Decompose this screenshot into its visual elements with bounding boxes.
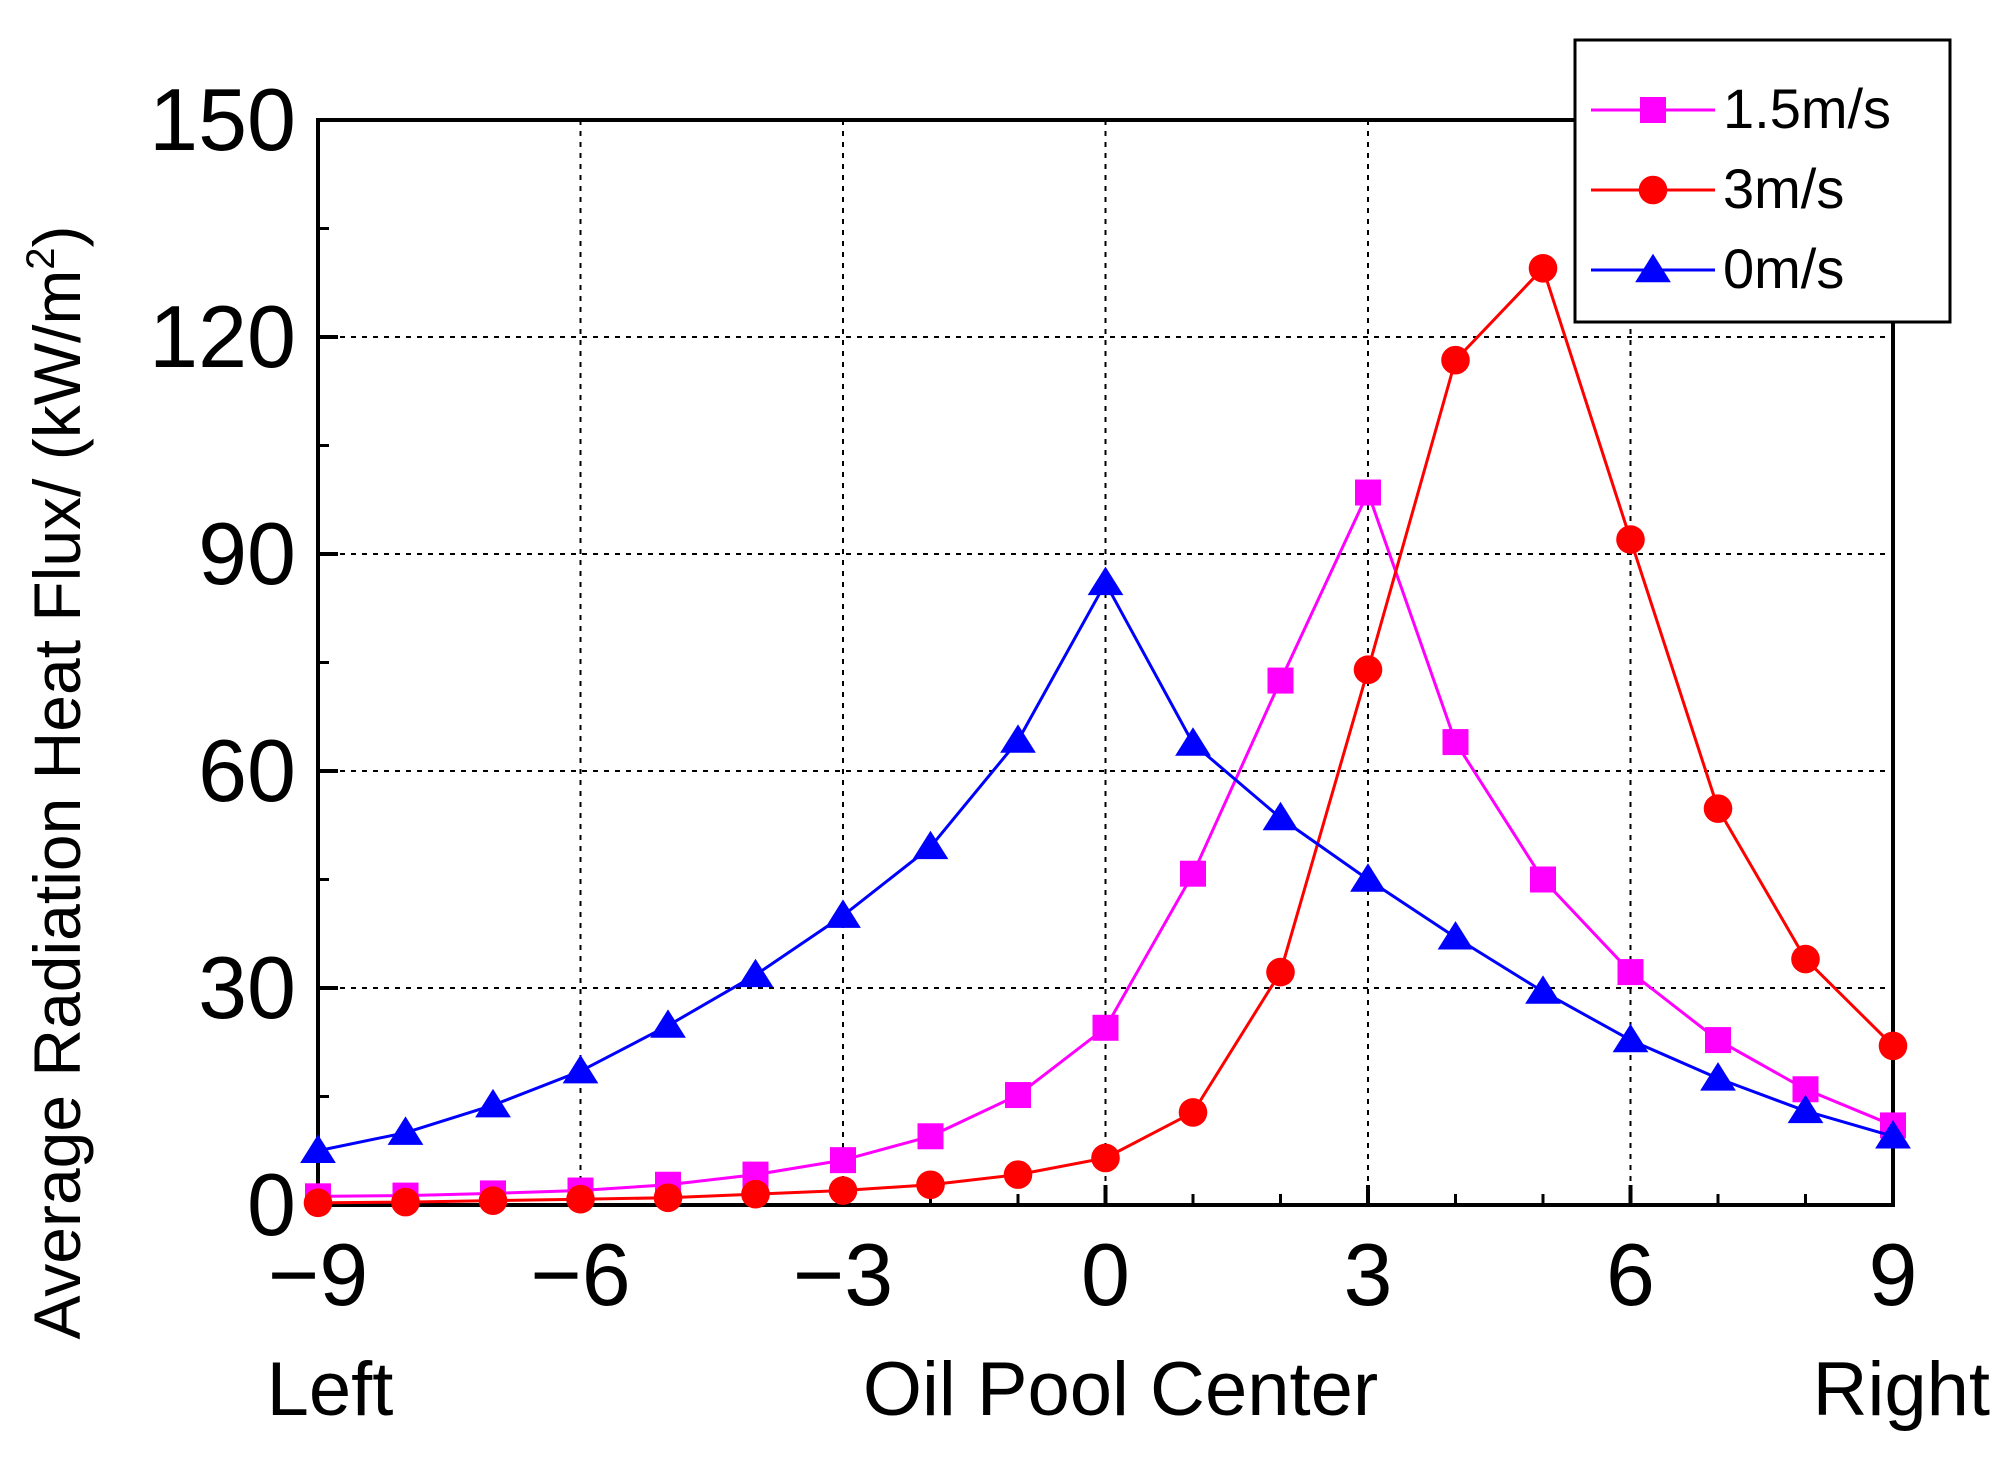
x-tick-label: 3: [1344, 1225, 1393, 1324]
data-point: [562, 1054, 599, 1084]
data-point: [478, 1186, 508, 1215]
data-point: [1355, 479, 1381, 506]
series-0m-s: [300, 566, 1911, 1163]
data-point: [1441, 345, 1470, 375]
data-point: [1525, 975, 1561, 1004]
data-point: [1705, 1027, 1731, 1054]
y-tick-label: 60: [198, 721, 296, 820]
data-point: [1878, 1031, 1908, 1061]
data-point: [391, 1187, 420, 1217]
series-3m-s: [303, 253, 1908, 1218]
legend-item: 1.5m/s: [1591, 77, 1891, 140]
data-point: [830, 1147, 856, 1174]
data-point: [300, 1134, 336, 1163]
data-point: [1617, 959, 1644, 986]
x-label-left: Left: [267, 1347, 394, 1432]
data-point: [303, 1188, 333, 1218]
data-point: [653, 1183, 683, 1213]
legend-marker: [1638, 175, 1668, 205]
data-point: [387, 1116, 424, 1145]
x-tick-label: 6: [1606, 1225, 1655, 1324]
y-tick-label: 150: [149, 70, 296, 169]
x-label-right: Right: [1813, 1347, 1990, 1432]
data-point: [1000, 724, 1036, 753]
legend-box: [1573, 38, 1952, 324]
data-point: [1267, 667, 1294, 694]
data-point: [916, 1170, 945, 1200]
data-point: [917, 1123, 944, 1150]
x-tick-label: 0: [1081, 1225, 1130, 1324]
y-tick-label: 30: [198, 938, 296, 1037]
data-point: [1180, 860, 1206, 887]
x-label-center: Oil Pool Center: [863, 1347, 1378, 1432]
data-point: [1266, 957, 1295, 987]
legend-marker: [1640, 97, 1666, 123]
data-point: [1092, 1014, 1119, 1041]
y-tick-label: 90: [198, 504, 296, 603]
data-point: [1437, 921, 1474, 950]
x-tick-label: 9: [1869, 1225, 1918, 1324]
data-point: [1350, 863, 1386, 892]
data-point: [1353, 655, 1383, 685]
legend-label: 3m/s: [1723, 157, 1844, 220]
data-point: [1875, 1120, 1911, 1149]
data-point: [1178, 1098, 1208, 1127]
data-point: [1612, 1023, 1649, 1053]
data-point: [1616, 525, 1645, 554]
data-point: [741, 1179, 770, 1209]
y-axis-label: Average Radiation Heat Flux/ (kW/m2): [19, 225, 94, 1339]
data-series: [300, 253, 1911, 1218]
data-point: [1091, 1143, 1120, 1173]
data-point: [566, 1184, 595, 1214]
y-axis-label-close: ): [20, 225, 94, 247]
x-tick-label: −3: [793, 1225, 893, 1324]
legend: 1.5m/s 3m/s 0m/s: [1573, 38, 1952, 324]
data-point: [1175, 727, 1211, 756]
y-axis-label-superscript: 2: [19, 247, 63, 269]
legend-item: 3m/s: [1591, 157, 1844, 220]
y-tick-label: 0: [247, 1155, 296, 1254]
legend-item: 0m/s: [1591, 237, 1844, 300]
legend-marker: [1635, 253, 1671, 283]
data-point: [1787, 1094, 1824, 1124]
data-point: [1700, 1062, 1736, 1091]
data-point: [828, 1176, 858, 1205]
data-point: [912, 830, 949, 860]
y-tick-label: 120: [149, 287, 296, 386]
data-point: [1530, 866, 1556, 893]
data-point: [737, 958, 774, 988]
data-point: [1087, 566, 1124, 596]
legend-label: 1.5m/s: [1723, 77, 1891, 140]
x-tick-label: −6: [530, 1225, 630, 1324]
data-point: [1703, 794, 1733, 823]
legend-label: 0m/s: [1723, 237, 1844, 300]
data-point: [1791, 944, 1820, 974]
data-point: [650, 1009, 686, 1038]
data-point: [1442, 729, 1469, 756]
y-axis-label-main: Average Radiation Heat Flux/ (kW/m: [20, 270, 94, 1340]
data-point: [1003, 1160, 1033, 1189]
data-point: [475, 1088, 511, 1118]
series-line: [317, 579, 1894, 1153]
data-point: [1262, 801, 1299, 831]
data-point: [1005, 1082, 1031, 1109]
data-point: [1528, 253, 1558, 283]
x-tick-label: −9: [268, 1225, 368, 1324]
data-point: [825, 899, 861, 928]
